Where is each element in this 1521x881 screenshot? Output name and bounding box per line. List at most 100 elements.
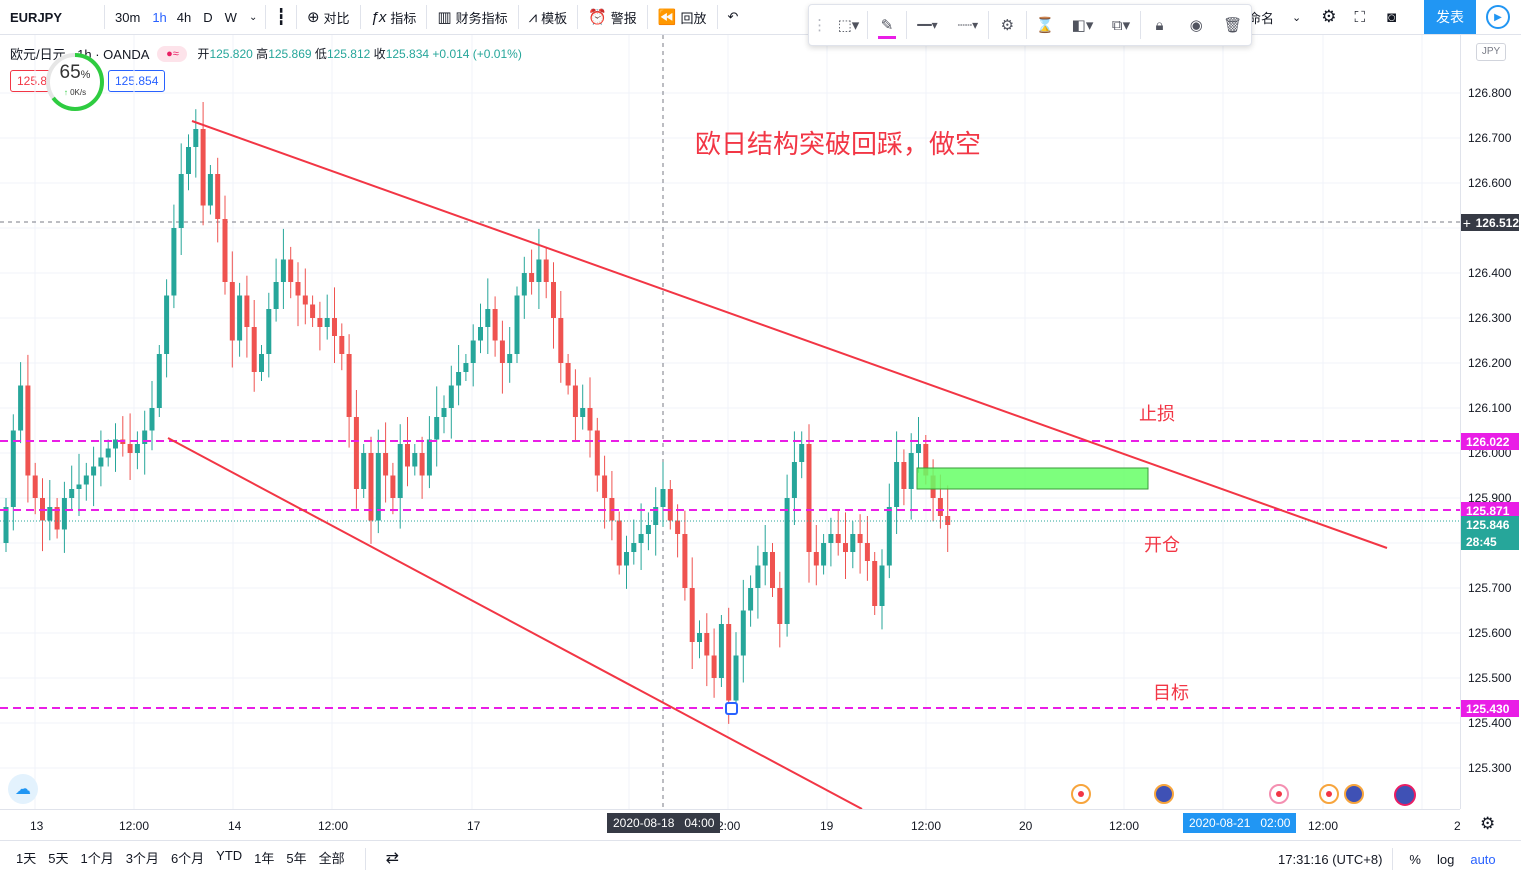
low-label: 低 (314, 47, 327, 61)
interval-w[interactable]: W (224, 9, 237, 25)
range-1d[interactable]: 1天 (16, 851, 37, 866)
candle-body (332, 318, 337, 336)
play-icon[interactable]: ▶ (1486, 5, 1510, 29)
interval-1h[interactable]: 1h (152, 9, 167, 25)
alarm-clock-icon: ⏰ (588, 9, 607, 26)
publish-button[interactable]: 发表 (1424, 0, 1476, 34)
candle-body (813, 552, 819, 566)
candle-body (828, 534, 834, 543)
candle-body (580, 408, 586, 417)
stop-loss-label[interactable]: 止损 (1139, 404, 1175, 424)
candle-body (288, 259, 294, 282)
plus-icon[interactable]: + (1462, 214, 1471, 231)
drawing-anchor-handle[interactable] (725, 702, 738, 715)
lock-icon[interactable]: 🔒︎ (1155, 16, 1164, 34)
gear-icon[interactable]: ⚙ (1321, 7, 1337, 26)
divider (988, 11, 990, 39)
market-status-icon[interactable]: ●≈ (157, 45, 188, 62)
financials-button[interactable]: ▥ 财务指标 (429, 0, 515, 34)
alert-add-icon[interactable]: ⌛ (1035, 17, 1055, 34)
flag-event-icon[interactable] (1394, 784, 1416, 806)
replay-button[interactable]: ⏪ 回放 (650, 0, 715, 34)
entry-zone-rectangle[interactable] (916, 467, 1149, 490)
range-1y[interactable]: 1年 (254, 851, 275, 866)
line-width-icon[interactable]: ━━▾ (917, 18, 938, 32)
indicators-button[interactable]: ƒx 指标 (363, 0, 425, 34)
candle-body (485, 309, 491, 327)
range-5y[interactable]: 5年 (286, 851, 307, 866)
price-chart[interactable] (0, 35, 1460, 809)
fullscreen-icon[interactable]: ⛶ (1354, 8, 1365, 26)
lower-trendline[interactable] (167, 437, 863, 809)
candle-body (835, 534, 841, 543)
range-5d[interactable]: 5天 (48, 851, 69, 866)
rewind-icon: ⏪ (657, 9, 677, 26)
entry-label[interactable]: 开仓 (1144, 535, 1180, 555)
candle-body (222, 219, 228, 282)
range-6m[interactable]: 6个月 (170, 851, 205, 866)
flag-event-icon[interactable] (1154, 784, 1174, 804)
interval-dropdown-chevron-icon[interactable]: ⌄ (248, 11, 258, 23)
upper-trendline[interactable] (191, 120, 1388, 549)
interval-4h[interactable]: 4h (176, 9, 192, 25)
undo-icon[interactable]: ↶ (727, 9, 739, 24)
candle-body (383, 453, 389, 476)
auto-toggle[interactable]: auto (1470, 851, 1496, 867)
event-marker-icon[interactable] (1319, 784, 1339, 804)
divider (866, 11, 868, 39)
candle-body (164, 295, 170, 354)
range-3m[interactable]: 3个月 (125, 851, 159, 866)
clock[interactable]: 17:31:16 (UTC+8) (1278, 851, 1383, 867)
currency-label[interactable]: JPY (1476, 43, 1506, 61)
selection-time-tag: 2020-08-21 02:00 (1183, 813, 1297, 833)
tradingview-logo-icon[interactable]: ☁ (8, 774, 38, 804)
candle-body (346, 354, 352, 417)
symbol-search[interactable]: EURJPY (10, 9, 63, 25)
clone-icon[interactable]: ⧉▾ (1111, 17, 1131, 34)
range-1m[interactable]: 1个月 (80, 851, 114, 866)
line-style-icon[interactable]: ┄┄▾ (957, 18, 979, 32)
chart-legend: 欧元/日元 · 1h · OANDA ●≈ 开125.820 高125.869 … (10, 44, 522, 63)
candle-type-icon[interactable]: ┇ (276, 9, 286, 26)
divider (265, 5, 267, 29)
close-label: 收 (373, 47, 386, 61)
log-toggle[interactable]: log (1436, 851, 1455, 867)
percent-toggle[interactable]: % (1409, 851, 1421, 867)
drag-handle-icon[interactable]: ⋮ (812, 17, 828, 34)
alerts-button[interactable]: ⏰ 警报 (580, 0, 645, 34)
target-label[interactable]: 目标 (1153, 683, 1189, 703)
goto-date-icon[interactable]: ⇄ (385, 850, 400, 867)
indicators-label: 指标 (390, 10, 417, 26)
range-all[interactable]: 全部 (318, 851, 345, 866)
templates-button[interactable]: ⩘ 模板 (521, 0, 575, 34)
trash-icon[interactable]: 🗑︎ (1223, 17, 1243, 34)
candle-body (536, 259, 542, 282)
price-label: 126.600 (1468, 176, 1512, 190)
chevron-down-icon[interactable]: ⌄ (1292, 11, 1302, 24)
candle-body (390, 475, 396, 498)
template-select-icon[interactable]: ⬚▾ (837, 17, 860, 34)
eye-icon[interactable]: ◉ (1189, 17, 1203, 34)
event-marker-icon[interactable] (1071, 784, 1091, 804)
interval-d[interactable]: D (203, 9, 213, 25)
time-axis[interactable]: 13 12:00 14 12:00 17 2:00 19 12:00 20 12… (0, 809, 1461, 840)
divider (364, 848, 366, 870)
interval-30m[interactable]: 30m (115, 9, 141, 25)
chart-title-annotation[interactable]: 欧日结构突破回踩，做空 (695, 129, 982, 159)
visual-order-icon[interactable]: ◧▾ (1071, 17, 1094, 34)
camera-icon[interactable]: ◙ (1387, 8, 1397, 26)
price-label: 126.800 (1468, 86, 1512, 100)
ask-price-tag[interactable]: 125.854 (108, 70, 166, 92)
settings-gear-icon[interactable]: ⚙ (1000, 17, 1015, 34)
pencil-color-icon[interactable]: ✎ (868, 5, 907, 45)
compare-button[interactable]: ⊕ 对比 (299, 0, 358, 34)
price-axis[interactable] (1460, 35, 1521, 809)
flag-event-icon[interactable] (1344, 784, 1364, 804)
network-speed-widget[interactable]: 65% ↑ 0K/s (45, 52, 105, 112)
range-ytd[interactable]: YTD (216, 848, 243, 863)
candle-body (441, 408, 447, 417)
event-marker-icon[interactable] (1269, 784, 1289, 804)
candle-body (733, 655, 739, 701)
chart-settings-gear-icon[interactable]: ⚙ (1480, 814, 1496, 833)
layout-name-button[interactable]: 命名 (1248, 10, 1275, 26)
